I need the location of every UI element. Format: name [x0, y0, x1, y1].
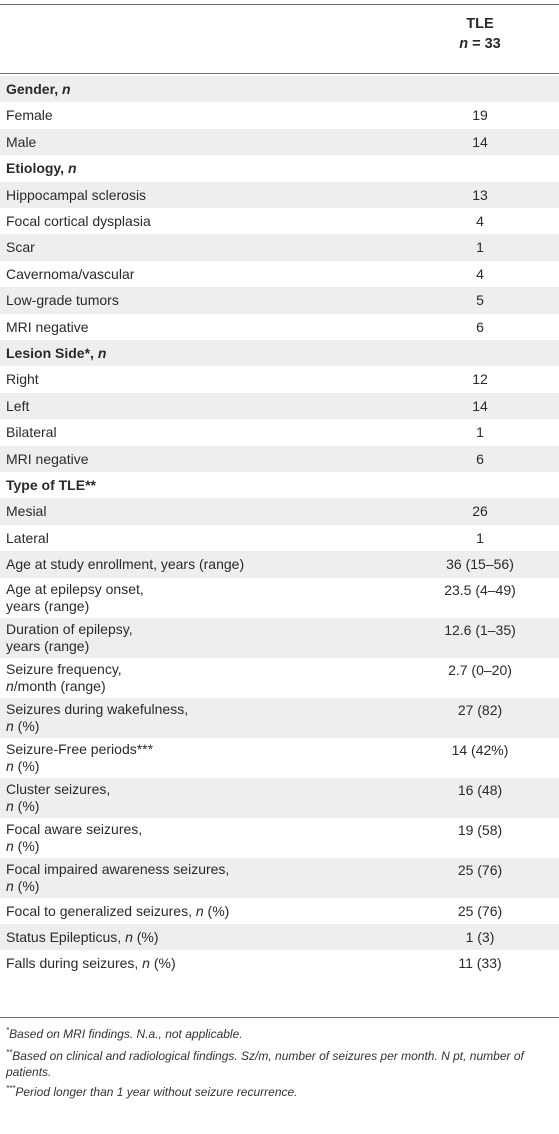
row-label: Focal cortical dysplasia [6, 213, 151, 229]
footnote: *Based on MRI findings. N.a., not applic… [6, 1026, 243, 1042]
row-label: MRI negative [6, 318, 89, 335]
row-value: 1 (3) [465, 929, 495, 945]
column-title: TLE [466, 16, 494, 32]
row-value: 13 [472, 186, 488, 203]
n-symbol: n [459, 36, 469, 52]
footnote: ***Period longer than 1 year without sei… [6, 1084, 298, 1100]
table-row: Etiology, n [0, 155, 559, 182]
table-row: Mesial 26 [0, 498, 559, 525]
row-value: 23.5 (4–49) [444, 581, 516, 598]
row-label: MRI negative [6, 450, 89, 467]
row-label: Seizure frequency, n/month (range) [6, 660, 122, 694]
row-label: Seizures during wakefulness, n (%) [6, 700, 189, 734]
row-label: Age at epilepsy onset, years (range) [6, 580, 144, 614]
row-value: 6 [476, 318, 484, 335]
table-row: Right 12 [0, 366, 559, 393]
table-row: Status Epilepticus, n (%) 1 (3) [0, 924, 559, 951]
row-label: Type of TLE** [6, 477, 96, 493]
table-row: Focal cortical dysplasia 4 [0, 208, 559, 235]
row-label: Focal aware seizures, n (%) [6, 820, 143, 854]
row-value: 11 (33) [458, 955, 502, 972]
row-label: Bilateral [6, 424, 57, 441]
row-value: 25 (76) [457, 861, 503, 878]
table-row: Focal impaired awareness seizures, n (%) 2… [0, 857, 559, 898]
row-label: Duration of epilepsy, years (range) [6, 620, 133, 654]
column-header: TLE n = 33 [400, 14, 559, 54]
row-value: 26 [472, 503, 488, 520]
table-row: MRI negative 6 [0, 313, 559, 340]
row-label: Seizure-Free periods*** n (%) [6, 740, 154, 774]
row-value: 19 (58) [457, 821, 503, 838]
row-value: 36 (15–56) [446, 556, 514, 573]
header-rule [0, 73, 559, 74]
table-row: Age at study enrollment, years (range) 36… [0, 551, 559, 578]
table-row: MRI negative 6 [0, 445, 559, 472]
top-rule [0, 4, 559, 5]
column-n: n = 33 [400, 34, 559, 54]
row-label: Status Epilepticus, n (%) [6, 929, 159, 945]
row-value: 12 [472, 371, 488, 388]
table-row: Focal to generalized seizures, n (%) 25 (… [0, 897, 559, 924]
row-label: Female [6, 107, 53, 124]
table-row: Age at epilepsy onset, years (range) 23.5 … [0, 577, 559, 618]
row-label: Lateral [6, 529, 49, 546]
footnote: **Based on clinical and radiological fin… [6, 1048, 524, 1080]
row-value: 1 [476, 424, 484, 441]
row-value: 19 [472, 107, 488, 124]
table-row: Hippocampal sclerosis 13 [0, 181, 559, 208]
row-label: Cavernoma/vascular [6, 265, 135, 282]
row-value: 1 [476, 529, 484, 546]
table-row: Bilateral 1 [0, 419, 559, 446]
table-row: Focal aware seizures, n (%) 19 (58) [0, 817, 559, 858]
row-value: 25 (76) [457, 902, 503, 919]
row-label: Hippocampal sclerosis [6, 186, 147, 203]
table-row: Falls during seizures, n (%) 11 (33) [0, 950, 559, 977]
table-row: Cavernoma/vascular 4 [0, 260, 559, 288]
row-value: 4 [476, 213, 484, 229]
row-label: Scar [6, 239, 35, 256]
table-row: Seizure frequency, n/month (range) 2.7 (0–… [0, 657, 559, 698]
bottom-rule [0, 1017, 559, 1018]
row-value: 14 [472, 397, 488, 414]
row-value: 27 (82) [457, 701, 503, 718]
row-label: Cluster seizures, n (%) [6, 780, 111, 814]
table-row: Seizures during wakefulness, n (%) 27 (82) [0, 697, 559, 738]
table-row: Male 14 [0, 128, 559, 156]
row-value: 16 (48) [457, 781, 503, 798]
row-value: 4 [476, 265, 484, 282]
table-row: Lesion Side*, n [0, 340, 559, 367]
table-row: Lateral 1 [0, 524, 559, 552]
table-row: Low-grade tumors 5 [0, 287, 559, 314]
table-row: Seizure-Free periods*** n (%) 14 (42%) [0, 737, 559, 778]
row-label: Low-grade tumors [6, 292, 119, 309]
row-value: 6 [476, 450, 484, 467]
row-label: Lesion Side*, n [6, 345, 107, 361]
table-row: Cluster seizures, n (%) 16 (48) [0, 777, 559, 818]
row-label: Male [6, 133, 37, 150]
row-label: Focal impaired awareness seizures, n (%) [6, 860, 230, 894]
row-label: Right [6, 371, 39, 388]
n-value: = 33 [472, 36, 501, 52]
table-row: Gender, n [0, 76, 559, 103]
row-value: 1 [476, 239, 484, 256]
row-value: 12.6 (1–35) [444, 621, 516, 638]
row-label: Etiology, n [6, 160, 77, 177]
table-row: Female 19 [0, 102, 559, 129]
row-value: 5 [476, 292, 484, 309]
row-value: 14 (42%) [451, 741, 509, 758]
table-row: Duration of epilepsy, years (range) 12.6 (… [0, 617, 559, 658]
row-label: Left [6, 397, 30, 414]
row-value: 14 [472, 133, 488, 150]
table-row: Scar 1 [0, 234, 559, 261]
table-row: Left 14 [0, 392, 559, 420]
row-label: Mesial [6, 503, 47, 520]
row-label: Gender, n [6, 81, 71, 97]
row-label: Focal to generalized seizures, n (%) [6, 902, 230, 919]
row-value: 2.7 (0–20) [448, 661, 512, 678]
row-label: Falls during seizures, n (%) [6, 955, 176, 972]
row-label: Age at study enrollment, years (range) [6, 556, 245, 573]
table-row: Type of TLE** [0, 472, 559, 499]
